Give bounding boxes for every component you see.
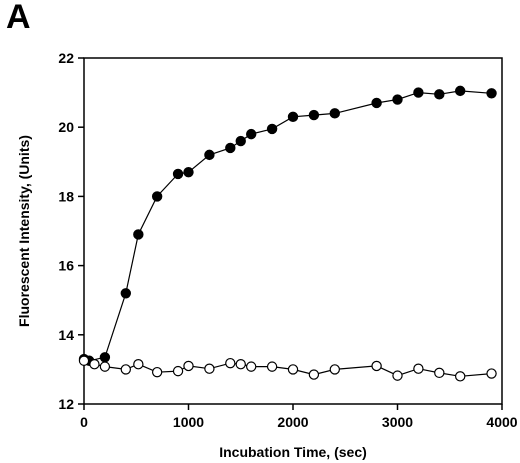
y-tick-label: 12 [58,396,74,412]
series-2-point [266,361,278,372]
series-1-point [204,149,215,161]
series-1-point [183,166,194,178]
series-1-point [120,288,132,299]
y-tick-label: 18 [58,188,74,204]
x-tick-label: 2000 [277,414,308,430]
series-1-point [225,142,236,154]
x-tick-label: 1000 [173,414,204,430]
series-1-point [455,85,466,97]
series-1-point [308,109,320,121]
y-tick-label: 14 [58,327,74,343]
series-2-line [83,360,492,377]
series-1-point [287,111,299,123]
series-2-point [78,355,90,366]
series-2-point [455,371,466,382]
series-2-point [245,361,257,372]
series-2-point [434,367,445,379]
series-2-point [392,370,403,381]
series-1-point [151,191,163,202]
series-2-point [120,364,132,375]
series-2-point [371,360,382,372]
x-tick-label: 3000 [382,414,413,430]
series-1-point [392,94,403,105]
panel-label: A [6,0,31,36]
series-2-point [329,364,340,375]
series-2-point [235,359,246,370]
series-2-point [89,359,100,370]
plot-frame [83,57,503,405]
series-2-point [413,363,424,374]
series-1-line [83,90,492,362]
series-1-point [413,87,424,98]
series-1-point [172,168,184,180]
y-tick-label: 22 [58,50,74,66]
series-1-point [266,123,278,135]
series-2-point [99,361,111,372]
series-1-point [486,88,497,99]
series-2-point [225,357,236,369]
series-1-point [245,128,257,140]
series-2-point [183,360,194,372]
series-2-point [204,363,215,374]
series-2-point [287,364,299,375]
series-1-point [434,89,445,100]
y-axis-title: Fluorescent Intensity, (Units) [16,135,32,327]
y-tick-label: 20 [58,119,74,135]
x-tick-label: 0 [80,414,88,430]
series-2-point [486,368,497,379]
series-2-point [133,359,144,370]
series-1-point [133,229,144,240]
series-1-point [329,108,340,119]
series-1-point [371,97,382,109]
series-1-point [235,135,246,147]
series-2-point [151,366,163,378]
y-tick-label: 16 [58,258,74,274]
x-axis-title: Incubation Time, (sec) [219,444,367,460]
series-2-point [172,365,184,377]
x-tick-label: 4000 [486,414,517,430]
series-2-point [308,369,320,380]
series-1-point [99,352,111,363]
